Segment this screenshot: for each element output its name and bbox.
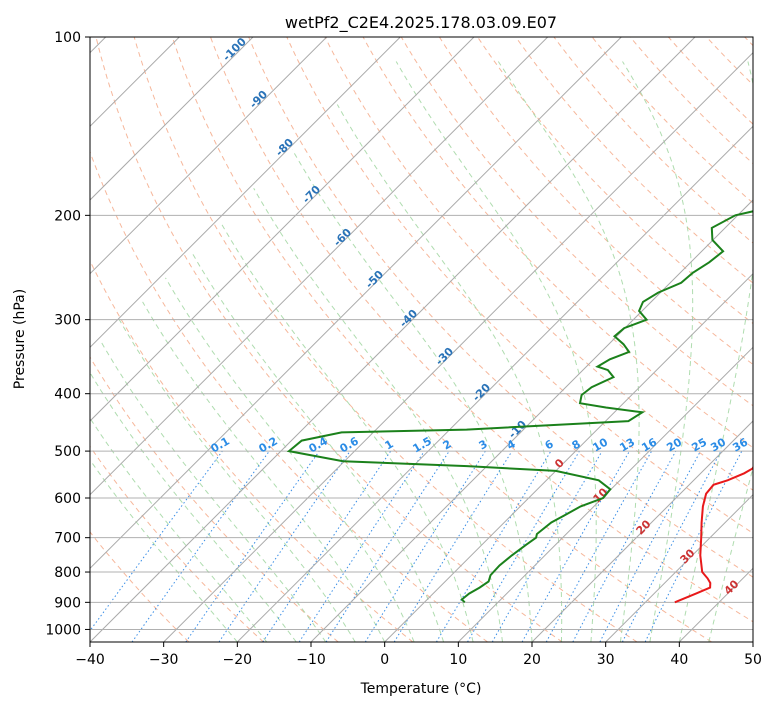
x-axis: −40 −30 −20 −10 0 10 20 30 40 50 [75, 642, 762, 668]
moist-adiabat-line [497, 61, 640, 642]
y-tick-label: 700 [54, 531, 81, 547]
mixing-ratio-line [572, 450, 677, 642]
mixing-ratio-line [393, 450, 513, 642]
mixing-ratio-line [325, 450, 450, 642]
moist-adiabat-line [190, 251, 445, 642]
y-tick-label: 500 [54, 444, 81, 460]
dewpoint-trace [286, 210, 753, 604]
y-axis-title: Pressure (hPa) [12, 289, 28, 389]
temperature-trace [674, 465, 753, 604]
pressure-gridlines [90, 37, 753, 630]
dry-adiabat-line [95, 37, 563, 642]
dry-adiabat-line [133, 37, 638, 642]
moist-adiabat-line [336, 104, 563, 642]
background-lines [90, 37, 753, 642]
moist-adiabat-line [90, 459, 238, 642]
isotherm-line [236, 125, 753, 642]
x-tick-label: −20 [223, 652, 253, 668]
dry-adiabat-line [400, 37, 753, 407]
isotherm-line [90, 37, 254, 201]
isotherm-line [90, 37, 401, 349]
dry-adiabat-line [210, 37, 753, 623]
x-tick-label: −10 [296, 652, 326, 668]
mixing-ratio-line [90, 450, 223, 632]
x-tick-label: 10 [449, 652, 467, 668]
dry-adiabat-line [90, 259, 414, 642]
mixing-ratio-line [131, 450, 270, 642]
dry-adiabat-line [90, 356, 339, 642]
isotherm-line [605, 493, 753, 642]
dry-adiabat-line [324, 37, 753, 491]
isotherm-line [90, 37, 696, 642]
y-tick-label: 900 [54, 595, 81, 611]
isotherm-line [163, 51, 753, 642]
mixing-ratio-line [298, 450, 425, 642]
x-tick-label: −30 [149, 652, 179, 668]
mixing-ratio-line [521, 450, 630, 642]
mixing-ratio-line [262, 450, 392, 642]
x-tick-label: 20 [523, 652, 541, 668]
moist-adiabat-line [678, 61, 753, 642]
moist-adiabat-line [708, 466, 753, 642]
moist-adiabat-line [622, 61, 694, 642]
moist-adiabat-line [395, 61, 597, 642]
isotherm-line [90, 37, 549, 496]
y-tick-label: 100 [54, 30, 81, 46]
moist-adiabat-line [165, 277, 415, 642]
x-tick-label: 0 [380, 652, 389, 668]
moist-adiabat-line [90, 371, 297, 642]
moist-adiabat-line [118, 319, 356, 642]
x-tick-label: 50 [744, 652, 762, 668]
plot-frame [89, 36, 754, 643]
mixing-ratio-line [545, 450, 653, 642]
x-axis-title: Temperature (°C) [360, 681, 482, 697]
isotherm-line [752, 641, 753, 642]
dry-adiabat-line [90, 531, 190, 642]
data-traces [286, 210, 753, 604]
y-tick-label: 800 [54, 565, 81, 581]
x-tick-label: 40 [670, 652, 688, 668]
isotherm-line [457, 346, 753, 642]
y-tick-label: 200 [54, 208, 81, 224]
isotherm-line [310, 199, 753, 642]
moist-adiabat-line [219, 221, 474, 642]
dry-adiabat-line [248, 37, 753, 578]
x-tick-label: 30 [597, 652, 615, 668]
y-tick-label: 400 [54, 387, 81, 403]
y-tick-label: 600 [54, 491, 81, 507]
isotherm-line [384, 272, 753, 642]
isotherm-line [90, 37, 475, 422]
dry-adiabat-line [286, 37, 753, 534]
mixing-ratio-line [218, 450, 351, 642]
plot-background [90, 37, 753, 642]
chart-title: wetPf2_C2E4.2025.178.03.09.E07 [285, 13, 557, 33]
moist-adiabat-line [90, 417, 268, 642]
y-axis: 1000 900 800 700 600 500 400 300 200 100 [45, 30, 90, 638]
isotherm-line [90, 37, 622, 570]
dry-adiabat-line [438, 37, 753, 366]
moist-adiabat-line [142, 301, 386, 642]
y-tick-label: 1000 [45, 622, 81, 638]
mixing-ratio-line [185, 450, 320, 642]
moist-adiabat-line [99, 340, 327, 642]
isotherm-line [531, 420, 753, 642]
x-tick-label: −40 [75, 652, 105, 668]
mixing-ratio-line [644, 450, 743, 642]
isotherm-line [90, 37, 328, 275]
y-tick-label: 300 [54, 313, 81, 329]
